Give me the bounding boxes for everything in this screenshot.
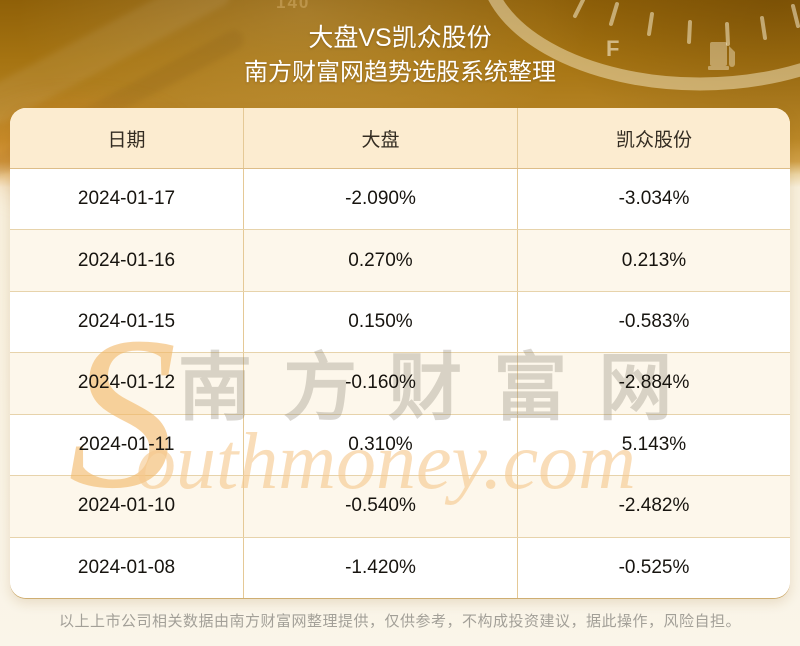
date-cell: 2024-01-17 — [10, 169, 244, 230]
stock-change-cell: -2.482% — [618, 495, 690, 517]
stock-change-cell: 0.213% — [621, 249, 687, 271]
page-subtitle: 南方财富网趋势选股系统整理 — [244, 59, 556, 86]
date-cell: 2024-01-10 — [10, 476, 244, 537]
market-change-cell: -0.540% — [244, 476, 518, 537]
market-change-cell: 0.270% — [244, 230, 518, 291]
table-row: 2024-01-17 -2.090% -3.034% — [10, 168, 790, 230]
column-header-market: 大盘 — [244, 108, 518, 168]
table-header-row: 日期 大盘 凯众股份 — [10, 108, 790, 168]
table-row: 2024-01-11 0.310% 5.143% — [10, 413, 790, 476]
table-row: 2024-01-16 0.270% 0.213% — [10, 229, 790, 291]
stock-change-cell: -3.034% — [618, 188, 690, 210]
table-row: 2024-01-12 -0.160% -2.884% — [10, 352, 790, 414]
column-header-date: 日期 — [10, 108, 244, 168]
disclaimer-text: 以上上市公司相关数据由南方财富网整理提供，仅供参考，不构成投资建议，据此操作，风… — [58, 613, 741, 630]
table-body: 2024-01-17 -2.090% -3.034% 2024-01-16 0.270%… — [10, 168, 790, 598]
date-cell: 2024-01-12 — [10, 353, 244, 414]
comparison-table: 日期 大盘 凯众股份 2024-01-17 -2.090% -3.034% 2024-… — [10, 108, 790, 598]
date-cell: 2024-01-11 — [10, 414, 244, 476]
page-header: 大盘VS凯众股份 南方财富网趋势选股系统整理 — [0, 0, 800, 87]
page-footer: 以上上市公司相关数据由南方财富网整理提供，仅供参考，不构成投资建议，据此操作，风… — [0, 600, 800, 646]
date-cell: 2024-01-08 — [10, 537, 244, 598]
table-row: 2024-01-10 -0.540% -2.482% — [10, 475, 790, 537]
market-change-cell: -2.090% — [244, 169, 518, 230]
table-row: 2024-01-15 0.150% -0.583% — [10, 290, 790, 353]
market-change-cell: 0.150% — [244, 291, 518, 353]
stock-change-cell: -0.525% — [618, 556, 690, 578]
page-title: 大盘VS凯众股份 — [308, 24, 492, 52]
column-header-stock: 凯众股份 — [615, 129, 692, 151]
market-change-cell: 0.310% — [244, 414, 518, 476]
stock-change-cell: -0.583% — [618, 311, 690, 333]
market-change-cell: -1.420% — [244, 537, 518, 598]
date-cell: 2024-01-16 — [10, 230, 244, 291]
table-row: 2024-01-08 -1.420% -0.525% — [10, 536, 790, 598]
market-change-cell: -0.160% — [244, 353, 518, 414]
date-cell: 2024-01-15 — [10, 291, 244, 353]
stock-change-cell: 5.143% — [621, 433, 687, 455]
stock-change-cell: -2.884% — [618, 372, 690, 394]
